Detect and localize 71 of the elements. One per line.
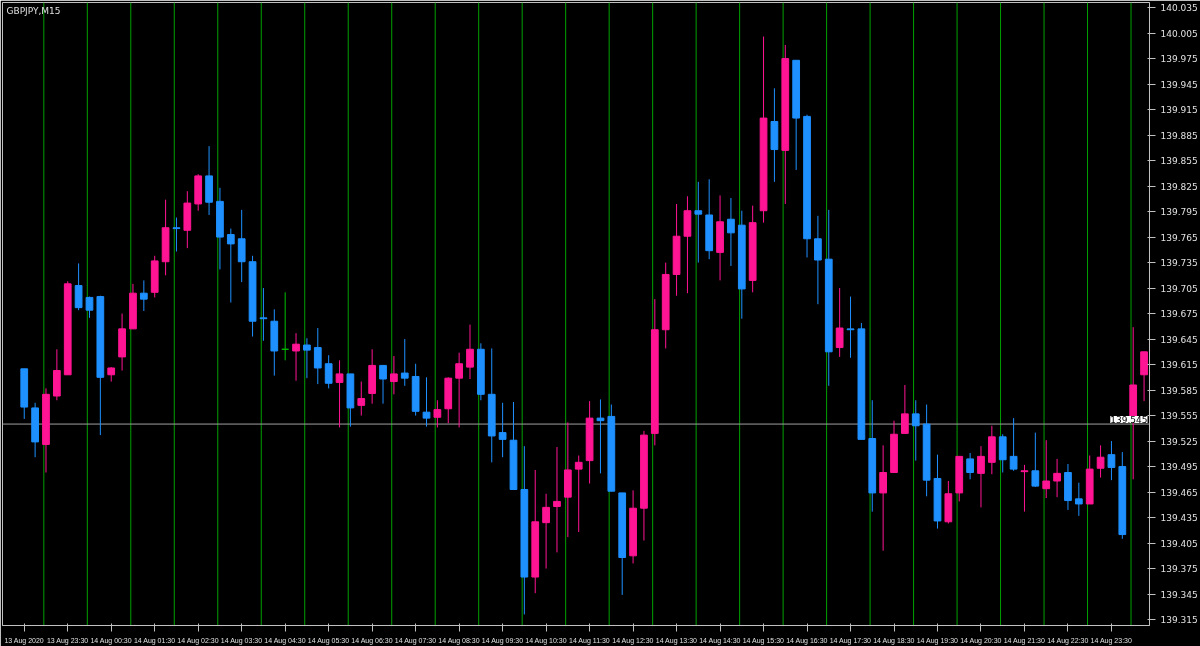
y-tick-label: 139.435 (1160, 513, 1198, 524)
y-tick-label: 140.005 (1160, 28, 1198, 39)
candlestick (400, 338, 409, 387)
candlestick (139, 279, 148, 312)
candlestick (835, 287, 844, 358)
candlestick (879, 444, 888, 552)
candlestick (1074, 482, 1083, 517)
candlestick (966, 452, 974, 480)
y-tick-label: 139.705 (1160, 283, 1198, 294)
candlestick (379, 364, 387, 405)
candlestick (390, 355, 398, 395)
y-tick-label: 139.915 (1160, 105, 1198, 116)
y-tick-label: 139.495 (1160, 462, 1198, 473)
candlestick (259, 287, 268, 342)
candlestick (172, 217, 181, 253)
candlestick (1096, 444, 1105, 479)
y-tick-label: 139.735 (1160, 258, 1198, 269)
candlestick (596, 398, 605, 474)
candlestick (313, 327, 322, 385)
y-tick-label: 139.765 (1160, 232, 1198, 243)
candlestick (694, 181, 703, 264)
candlestick (542, 493, 550, 570)
y-tick-label: 139.525 (1160, 436, 1198, 447)
candlestick (1020, 464, 1029, 513)
candlestick (335, 359, 344, 428)
candlestick (727, 197, 735, 267)
y-tick-label: 139.315 (1160, 615, 1198, 626)
candlestick (422, 376, 431, 428)
y-tick-label: 139.975 (1160, 54, 1198, 65)
candlestick (1053, 458, 1061, 498)
candlestick (324, 354, 333, 389)
candlestick (553, 446, 561, 553)
candlestick (1107, 440, 1116, 481)
candlestick (303, 337, 311, 379)
candlestick (574, 455, 583, 533)
y-tick-label: 139.375 (1160, 564, 1198, 575)
candlestick (814, 215, 822, 305)
y-tick-label: 139.465 (1160, 487, 1198, 498)
candlestick (292, 332, 300, 382)
y-tick-label: 140.035 (1160, 3, 1198, 14)
y-tick-label: 139.555 (1160, 411, 1198, 422)
candlestick (977, 445, 985, 508)
y-tick-label: 139.825 (1160, 181, 1198, 192)
candlestick (357, 381, 366, 417)
y-tick-label: 139.945 (1160, 79, 1198, 90)
y-tick-label: 139.585 (1160, 385, 1198, 396)
candlestick (998, 433, 1007, 474)
candlestick (498, 402, 507, 458)
y-tick-label: 139.855 (1160, 156, 1198, 167)
candlestick (433, 399, 442, 428)
candlestick (1009, 417, 1018, 472)
candlestick (901, 384, 909, 434)
candlestick (466, 324, 474, 380)
candlestick (74, 262, 83, 311)
candlestick (1140, 351, 1148, 402)
candlestick (237, 209, 246, 283)
y-tick-label: 139.795 (1160, 207, 1198, 218)
y-tick-label: 139.615 (1160, 360, 1198, 371)
candlestick (846, 296, 855, 359)
y-tick-label: 139.885 (1160, 130, 1198, 141)
candlestick (1031, 432, 1040, 488)
y-tick-label: 139.645 (1160, 334, 1198, 345)
candlestick (455, 352, 463, 428)
candlestick (911, 399, 920, 462)
y-tick-label: 139.405 (1160, 538, 1198, 549)
candlestick (226, 228, 235, 304)
chart-title: GBPJPY,M15 (6, 5, 61, 16)
ref-line-label: 139.545 (1110, 415, 1148, 426)
candlestick (1042, 439, 1051, 499)
y-tick-label: 139.675 (1160, 309, 1198, 320)
y-tick-label: 139.345 (1160, 589, 1198, 600)
